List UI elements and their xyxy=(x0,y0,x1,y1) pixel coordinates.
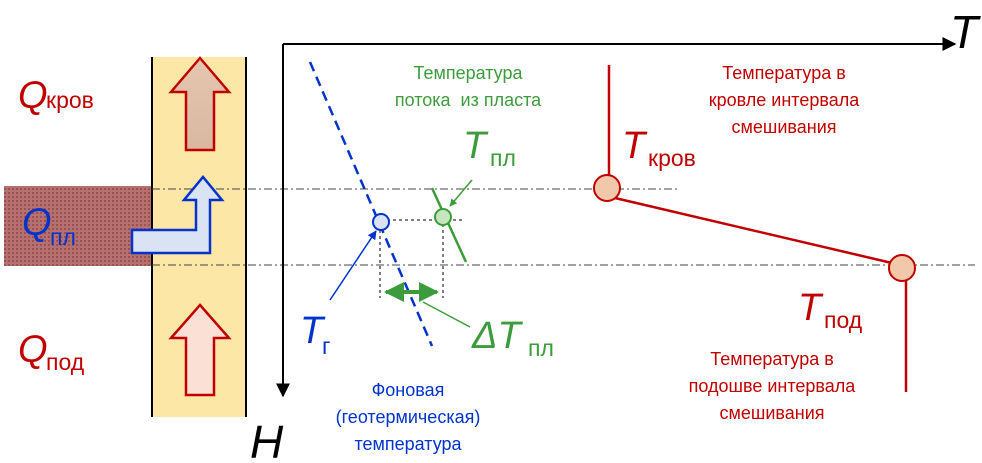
subscript: пл xyxy=(490,145,516,171)
flow-arrow-bottom xyxy=(168,303,232,397)
pointer xyxy=(449,179,473,207)
caption: подошве интервала xyxy=(689,376,857,396)
flow-arrow-roof xyxy=(168,56,232,152)
symbol: Q xyxy=(22,202,52,244)
caption: потока из пласта xyxy=(395,90,542,110)
symbol: T xyxy=(798,287,824,329)
layer-band xyxy=(4,186,154,266)
caption: Температура в xyxy=(722,63,846,83)
symbol: T xyxy=(622,125,648,167)
subscript: пл xyxy=(50,224,76,250)
pointer xyxy=(422,301,471,328)
subscript: под xyxy=(46,349,85,375)
caption: смешивания xyxy=(720,403,825,423)
subscript: кров xyxy=(46,87,94,113)
pointer xyxy=(329,230,377,301)
caption: кровле интервала xyxy=(709,90,860,110)
mixing-line xyxy=(614,196,893,265)
axis-label: H xyxy=(250,416,284,463)
subscript: пл xyxy=(528,335,554,361)
subscript: г xyxy=(322,333,330,359)
caption: Температура в xyxy=(710,349,834,369)
caption: температура xyxy=(354,434,462,454)
layer-temp-line xyxy=(430,187,468,263)
layer-point xyxy=(434,208,452,226)
flow-arrow-layer xyxy=(130,175,225,255)
bottom-point xyxy=(888,254,916,282)
caption: (геотермическая) xyxy=(336,407,481,427)
roof-point xyxy=(593,174,621,202)
symbol: Q xyxy=(18,75,48,117)
caption: смешивания xyxy=(732,117,837,137)
symbol: Q xyxy=(18,329,48,371)
symbol: T xyxy=(300,310,326,352)
caption: Фоновая xyxy=(372,380,445,400)
geo-point xyxy=(372,213,390,231)
caption: Температура xyxy=(413,63,523,83)
subscript: под xyxy=(824,307,863,333)
symbol: ΔT xyxy=(471,315,523,357)
subscript: кров xyxy=(648,145,696,171)
axis-label: T xyxy=(950,6,981,58)
symbol: T xyxy=(463,125,489,167)
